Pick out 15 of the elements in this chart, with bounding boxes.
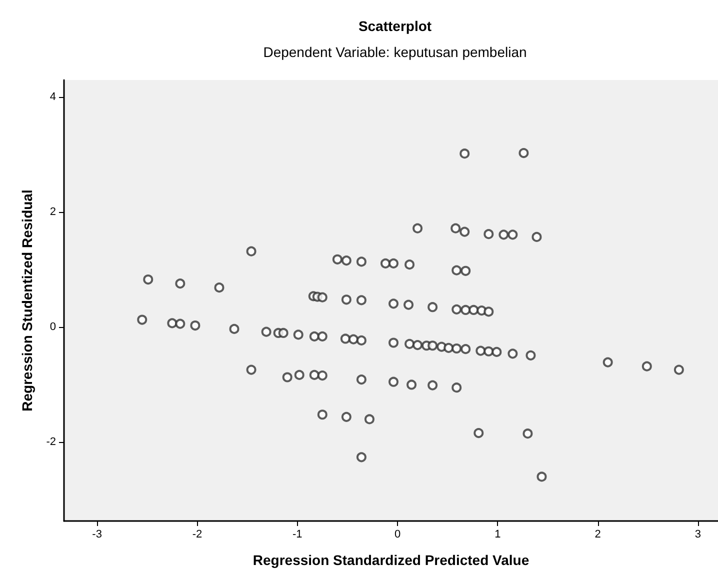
x-tick-label: -2	[192, 528, 202, 540]
y-tick-label: 2	[50, 206, 56, 218]
x-axis-title: Regression Standardized Predicted Value	[252, 552, 530, 568]
y-tick-label: 0	[50, 321, 56, 334]
chart-subtitle: Dependent Variable: keputusan pembelian	[263, 44, 527, 60]
y-tick-label: 4	[50, 91, 56, 104]
x-tick-label: 2	[594, 528, 601, 540]
y-tick-label: -2	[46, 436, 56, 448]
x-tick-label: 3	[694, 528, 702, 540]
x-tick-label: -1	[292, 528, 302, 540]
y-axis-title: Regression Studentized Residual	[19, 190, 35, 412]
chart-title: Scatterplot	[358, 18, 432, 34]
x-tick-label: 0	[394, 528, 401, 540]
x-tick-label: 1	[494, 528, 501, 540]
x-tick-label: -3	[92, 528, 102, 540]
